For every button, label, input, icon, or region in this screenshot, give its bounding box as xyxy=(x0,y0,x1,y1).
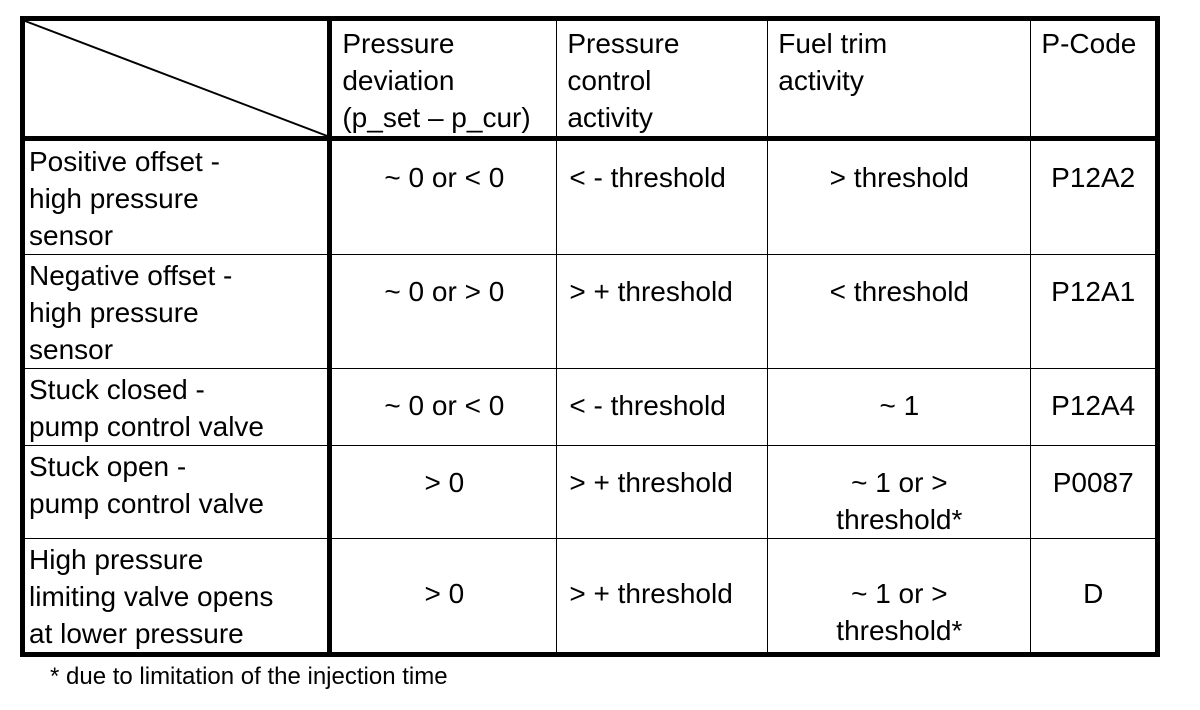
fuel-trim-value: ~ 1 or > threshold* xyxy=(767,538,1032,655)
fuel-trim-value: ~ 1 or > threshold* xyxy=(767,445,1032,539)
footnote: * due to limitation of the injection tim… xyxy=(50,663,448,690)
pressure-control-value: > + threshold xyxy=(556,538,769,655)
fuel-trim-value: > threshold xyxy=(767,138,1032,255)
pressure-deviation-value: ~ 0 or < 0 xyxy=(329,138,558,255)
pressure-deviation-value: ~ 0 or < 0 xyxy=(329,368,558,446)
header-row: Pressure deviation (p_set – p_cur) Press… xyxy=(21,18,1158,141)
p-code-value: P0087 xyxy=(1030,445,1158,539)
table-row: High pressure limiting valve opens at lo… xyxy=(21,538,1158,655)
table-row: Stuck open - pump control valve > 0 > + … xyxy=(21,445,1158,539)
diagonal-line xyxy=(25,21,324,134)
p-code-value: P12A4 xyxy=(1030,368,1158,446)
pressure-deviation-value: > 0 xyxy=(329,538,558,655)
p-code-value: P12A1 xyxy=(1030,254,1158,369)
header-p-code: P-Code xyxy=(1030,18,1158,141)
header-pressure-control-activity: Pressure control activity xyxy=(556,18,769,141)
fuel-trim-value: ~ 1 xyxy=(767,368,1032,446)
p-code-value: P12A2 xyxy=(1030,138,1158,255)
row-label: Stuck closed - pump control valve xyxy=(21,368,333,446)
p-code-value: D xyxy=(1030,538,1158,655)
row-label: Stuck open - pump control valve xyxy=(21,445,333,539)
pressure-control-value: > + threshold xyxy=(556,445,769,539)
row-label: High pressure limiting valve opens at lo… xyxy=(21,538,333,655)
table-row: Negative offset - high pressure sensor ~… xyxy=(21,254,1158,369)
fuel-trim-value: < threshold xyxy=(767,254,1032,369)
pressure-deviation-value: > 0 xyxy=(329,445,558,539)
row-label: Negative offset - high pressure sensor xyxy=(21,254,333,369)
row-label: Positive offset - high pressure sensor xyxy=(21,138,333,255)
corner-cell xyxy=(21,18,333,141)
table-row: Positive offset - high pressure sensor ~… xyxy=(21,138,1158,255)
pressure-deviation-value: ~ 0 or > 0 xyxy=(329,254,558,369)
pressure-control-value: < - threshold xyxy=(556,138,769,255)
header-pressure-deviation: Pressure deviation (p_set – p_cur) xyxy=(329,18,558,141)
pressure-control-value: < - threshold xyxy=(556,368,769,446)
pressure-control-value: > + threshold xyxy=(556,254,769,369)
table-row: Stuck closed - pump control valve ~ 0 or… xyxy=(21,368,1158,446)
fault-diagnosis-table: Pressure deviation (p_set – p_cur) Press… xyxy=(20,16,1160,657)
header-fuel-trim-activity: Fuel trim activity xyxy=(767,18,1032,141)
